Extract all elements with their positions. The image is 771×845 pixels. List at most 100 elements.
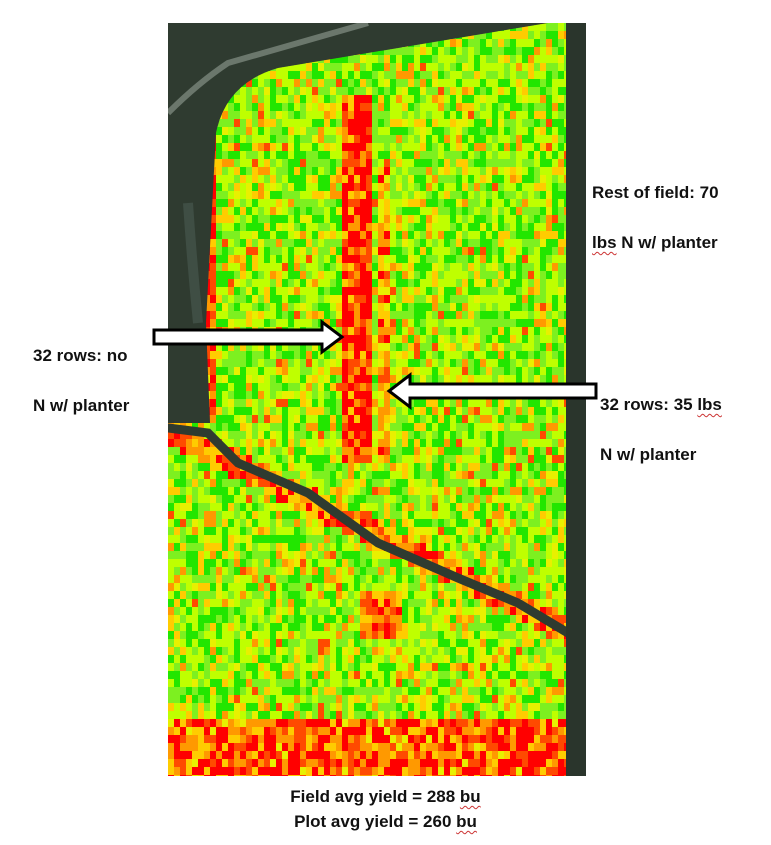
yield-cell bbox=[378, 151, 385, 160]
yield-cell bbox=[348, 263, 355, 272]
yield-cell bbox=[210, 535, 217, 544]
yield-cell bbox=[246, 311, 253, 320]
yield-cell bbox=[396, 199, 403, 208]
yield-cell bbox=[366, 607, 373, 616]
yield-cell bbox=[450, 423, 457, 432]
yield-cell bbox=[486, 31, 493, 40]
yield-cell bbox=[444, 87, 451, 96]
yield-cell bbox=[480, 343, 487, 352]
yield-cell bbox=[522, 591, 529, 600]
yield-cell bbox=[210, 351, 217, 360]
yield-cell bbox=[420, 279, 427, 288]
yield-cell bbox=[552, 575, 559, 584]
yield-cell bbox=[534, 455, 541, 464]
yield-cell bbox=[288, 487, 295, 496]
yield-cell bbox=[216, 391, 223, 400]
yield-cell bbox=[480, 543, 487, 552]
yield-cell bbox=[264, 207, 271, 216]
yield-cell bbox=[540, 287, 547, 296]
yield-cell bbox=[402, 335, 409, 344]
yield-cell bbox=[468, 39, 475, 48]
yield-cell bbox=[228, 231, 235, 240]
yield-cell bbox=[354, 247, 361, 256]
yield-cell bbox=[558, 239, 565, 248]
yield-cell bbox=[528, 543, 535, 552]
yield-cell bbox=[504, 255, 511, 264]
yield-cell bbox=[288, 311, 295, 320]
yield-cell bbox=[540, 551, 547, 560]
yield-cell bbox=[270, 559, 277, 568]
yield-cell bbox=[234, 519, 241, 528]
yield-cell bbox=[342, 367, 349, 376]
yield-cell bbox=[330, 215, 337, 224]
yield-cell bbox=[474, 127, 481, 136]
yield-cell bbox=[366, 231, 373, 240]
yield-cell bbox=[234, 295, 241, 304]
yield-cell bbox=[318, 95, 325, 104]
yield-cell bbox=[492, 543, 499, 552]
yield-cell bbox=[252, 207, 259, 216]
yield-cell bbox=[264, 495, 271, 504]
yield-cell bbox=[216, 543, 223, 552]
yield-cell bbox=[348, 391, 355, 400]
yield-cell bbox=[438, 335, 445, 344]
yield-cell bbox=[210, 527, 217, 536]
yield-cell bbox=[210, 271, 217, 280]
yield-cell bbox=[258, 559, 265, 568]
yield-cell bbox=[336, 247, 343, 256]
yield-cell bbox=[276, 79, 283, 88]
yield-cell bbox=[480, 599, 487, 608]
yield-cell bbox=[294, 215, 301, 224]
yield-cell bbox=[270, 527, 277, 536]
yield-cell bbox=[342, 119, 349, 128]
yield-cell bbox=[534, 23, 541, 32]
yield-cell bbox=[246, 543, 253, 552]
yield-cell bbox=[546, 263, 553, 272]
yield-cell bbox=[294, 471, 301, 480]
yield-cell bbox=[342, 391, 349, 400]
yield-cell bbox=[300, 519, 307, 528]
yield-cell bbox=[516, 135, 523, 144]
yield-cell bbox=[462, 255, 469, 264]
yield-cell bbox=[516, 495, 523, 504]
yield-cell bbox=[348, 479, 355, 488]
yield-cell bbox=[234, 383, 241, 392]
yield-cell bbox=[354, 71, 361, 80]
yield-cell bbox=[456, 127, 463, 136]
yield-cell bbox=[426, 575, 433, 584]
yield-cell bbox=[354, 263, 361, 272]
yield-cell bbox=[294, 167, 301, 176]
yield-cell bbox=[540, 351, 547, 360]
yield-cell bbox=[198, 463, 205, 472]
yield-cell bbox=[372, 303, 379, 312]
yield-cell bbox=[516, 511, 523, 520]
yield-cell bbox=[222, 255, 229, 264]
yield-cell bbox=[348, 71, 355, 80]
yield-cell bbox=[270, 303, 277, 312]
yield-cell bbox=[456, 263, 463, 272]
yield-cell bbox=[462, 159, 469, 168]
yield-cell bbox=[342, 479, 349, 488]
yield-cell bbox=[378, 535, 385, 544]
yield-cell bbox=[474, 311, 481, 320]
yield-cell bbox=[246, 135, 253, 144]
yield-cell bbox=[426, 167, 433, 176]
yield-cell bbox=[492, 167, 499, 176]
yield-cell bbox=[414, 415, 421, 424]
yield-cell bbox=[474, 103, 481, 112]
yield-cell bbox=[378, 551, 385, 560]
yield-cell bbox=[372, 591, 379, 600]
yield-cell bbox=[426, 495, 433, 504]
yield-cell bbox=[348, 575, 355, 584]
yield-cell bbox=[426, 327, 433, 336]
yield-cell bbox=[306, 199, 313, 208]
yield-cell bbox=[432, 343, 439, 352]
yield-cell bbox=[486, 551, 493, 560]
yield-cell bbox=[462, 87, 469, 96]
yield-cell bbox=[306, 455, 313, 464]
yield-cell bbox=[222, 167, 229, 176]
yield-cell bbox=[396, 351, 403, 360]
yield-cell bbox=[480, 479, 487, 488]
yield-cell bbox=[534, 143, 541, 152]
yield-cell bbox=[312, 175, 319, 184]
